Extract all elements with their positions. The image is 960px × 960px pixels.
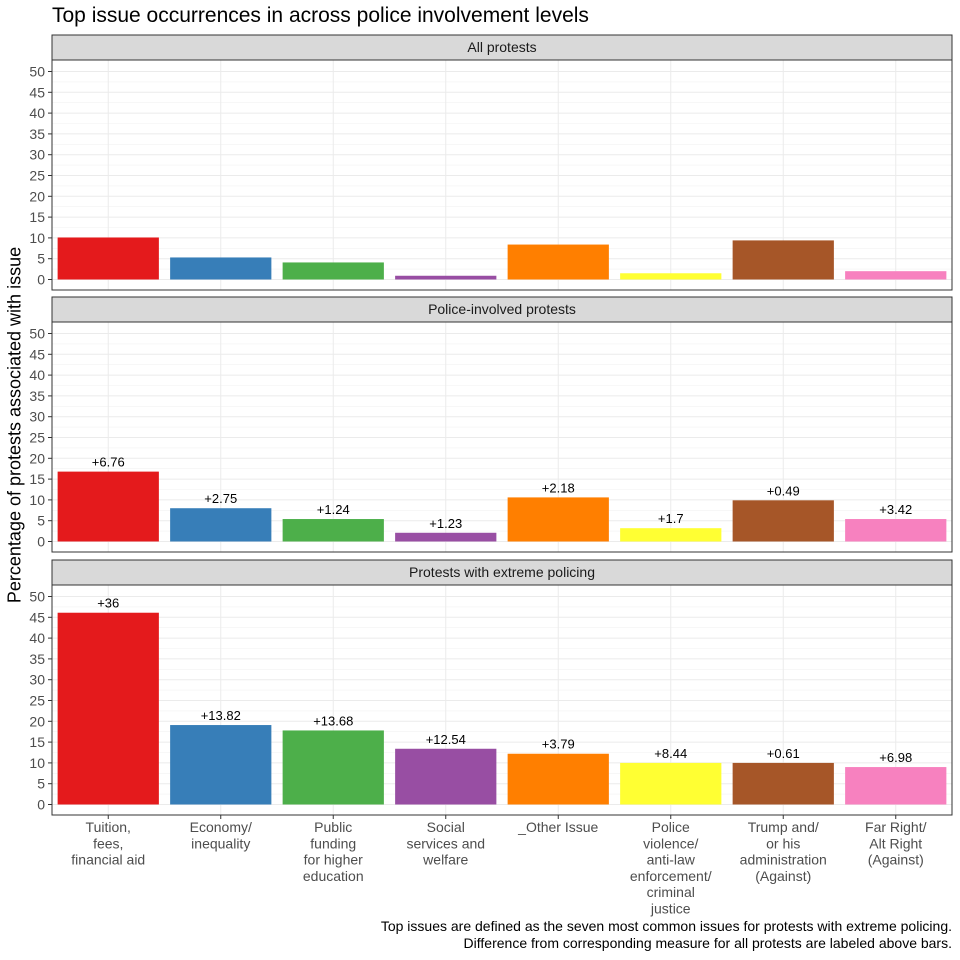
bar bbox=[845, 519, 947, 542]
bar bbox=[282, 519, 384, 542]
bar bbox=[620, 762, 722, 805]
y-tick-label: 25 bbox=[29, 168, 45, 184]
bar bbox=[57, 612, 159, 805]
y-tick-label: 30 bbox=[29, 409, 45, 425]
bar-data-label: +8.44 bbox=[654, 746, 687, 761]
facet-strip-label: Police-involved protests bbox=[428, 301, 576, 317]
bar-data-label: +1.24 bbox=[317, 502, 350, 517]
y-tick-label: 10 bbox=[29, 492, 45, 508]
y-tick-label: 35 bbox=[29, 388, 45, 404]
y-tick-label: 35 bbox=[29, 126, 45, 142]
bar bbox=[620, 528, 722, 542]
bar-data-label: +2.18 bbox=[542, 480, 575, 495]
bar bbox=[507, 244, 609, 280]
y-tick-label: 25 bbox=[29, 430, 45, 446]
y-tick-label: 45 bbox=[29, 84, 45, 100]
bar-data-label: +12.54 bbox=[426, 732, 466, 747]
bar bbox=[170, 725, 272, 805]
y-tick-label: 5 bbox=[37, 776, 45, 792]
caption-line-1: Top issues are defined as the seven most… bbox=[380, 918, 952, 934]
bar bbox=[732, 762, 834, 805]
bar bbox=[395, 532, 497, 542]
bar-data-label: +0.61 bbox=[767, 746, 800, 761]
y-tick-label: 0 bbox=[37, 797, 45, 813]
caption-line-2: Difference from corresponding measure fo… bbox=[463, 935, 952, 951]
y-tick-label: 15 bbox=[29, 471, 45, 487]
y-tick-label: 5 bbox=[37, 513, 45, 529]
bar bbox=[845, 271, 947, 280]
bar bbox=[507, 753, 609, 805]
y-tick-label: 15 bbox=[29, 209, 45, 225]
y-tick-label: 20 bbox=[29, 713, 45, 729]
facet-strip-label: Protests with extreme policing bbox=[409, 564, 595, 580]
y-tick-label: 35 bbox=[29, 651, 45, 667]
bar bbox=[395, 275, 497, 280]
bar-data-label: +1.7 bbox=[658, 511, 684, 526]
y-tick-label: 30 bbox=[29, 147, 45, 163]
bar bbox=[507, 497, 609, 542]
bar bbox=[57, 237, 159, 280]
facet-strip-label: All protests bbox=[467, 39, 536, 55]
x-tick-label: _Other Issue bbox=[517, 819, 598, 835]
y-tick-label: 25 bbox=[29, 693, 45, 709]
panel-border bbox=[51, 321, 953, 553]
facet-strip bbox=[51, 34, 953, 61]
bar bbox=[732, 500, 834, 542]
y-tick-label: 50 bbox=[29, 326, 45, 342]
caption: Top issues are defined as the seven most… bbox=[381, 918, 952, 952]
bar-data-label: +3.79 bbox=[542, 737, 575, 752]
x-tick-label: Public funding for higher education bbox=[303, 819, 364, 884]
facet-strip bbox=[51, 296, 953, 323]
bar bbox=[732, 240, 834, 280]
bar-data-label: +13.82 bbox=[201, 708, 241, 723]
y-tick-label: 0 bbox=[37, 534, 45, 550]
bar-data-label: +3.42 bbox=[879, 502, 912, 517]
bar-data-label: +13.68 bbox=[313, 713, 353, 728]
y-tick-label: 10 bbox=[29, 230, 45, 246]
bar bbox=[170, 257, 272, 280]
y-tick-label: 20 bbox=[29, 188, 45, 204]
bar-data-label: +1.23 bbox=[429, 516, 462, 531]
y-tick-label: 15 bbox=[29, 734, 45, 750]
chart-title: Top issue occurrences in across police i… bbox=[52, 4, 589, 27]
bar-data-label: +36 bbox=[97, 596, 119, 611]
y-tick-label: 45 bbox=[29, 609, 45, 625]
panel-border bbox=[51, 59, 953, 291]
x-tick-label: Police violence/anti-law enforcement/crimi… bbox=[630, 819, 712, 917]
y-tick-label: 45 bbox=[29, 346, 45, 362]
bar bbox=[170, 508, 272, 542]
y-tick-label: 40 bbox=[29, 630, 45, 646]
y-tick-label: 50 bbox=[29, 64, 45, 80]
bar-data-label: +0.49 bbox=[767, 483, 800, 498]
bar bbox=[57, 471, 159, 542]
y-tick-label: 0 bbox=[37, 272, 45, 288]
bar-data-label: +6.98 bbox=[879, 750, 912, 765]
x-tick-label: Social services and welfare bbox=[406, 819, 485, 868]
bar bbox=[395, 748, 497, 805]
bar bbox=[845, 767, 947, 805]
y-tick-label: 30 bbox=[29, 672, 45, 688]
y-tick-label: 5 bbox=[37, 251, 45, 267]
x-tick-label: Tuition, fees, financial aid bbox=[71, 819, 145, 868]
bar bbox=[282, 262, 384, 280]
y-tick-label: 50 bbox=[29, 589, 45, 605]
y-tick-label: 20 bbox=[29, 450, 45, 466]
bar-data-label: +2.75 bbox=[204, 491, 237, 506]
bar-data-label: +6.76 bbox=[92, 455, 125, 470]
y-tick-label: 10 bbox=[29, 755, 45, 771]
bar bbox=[620, 273, 722, 280]
x-tick-label: Economy/inequality bbox=[190, 819, 252, 851]
panel-border bbox=[51, 584, 953, 816]
bar bbox=[282, 730, 384, 805]
x-tick-label: Trump and/or his administration (Against) bbox=[740, 819, 827, 884]
x-tick-label: Far Right/Alt Right (Against) bbox=[865, 819, 927, 868]
y-tick-label: 40 bbox=[29, 367, 45, 383]
y-tick-label: 40 bbox=[29, 105, 45, 121]
